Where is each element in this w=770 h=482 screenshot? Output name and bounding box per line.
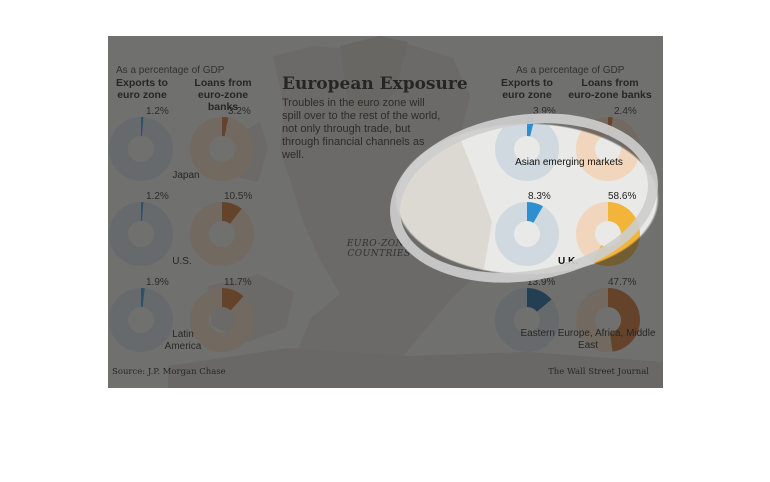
pct-label: 3.2%	[228, 106, 251, 117]
exports-2-donut	[109, 288, 173, 352]
pct-label: 2.4%	[614, 106, 637, 117]
pct-label: 47.7%	[608, 277, 637, 288]
loans-1-donut	[190, 202, 254, 266]
exports-column-header-left: Exports to euro zone	[116, 77, 168, 101]
chart-figure: As a percentage of GDP As a percentage o…	[108, 36, 663, 388]
region-label-japan: Japan	[172, 170, 200, 181]
credit-note: The Wall Street Journal	[548, 367, 649, 377]
region-label-asian-emerging-markets: Asian emerging markets	[515, 157, 623, 168]
region-label-latin-america: Latin America	[164, 329, 202, 352]
exports-column-header-right: Exports to euro zone	[501, 77, 553, 101]
loans-0-donut	[190, 117, 254, 181]
pct-label: 1.2%	[146, 191, 169, 202]
chart-subtitle: Troubles in the euro zone will spill ove…	[282, 97, 441, 161]
pct-label: 1.9%	[146, 277, 169, 288]
pct-label: 58.6%	[608, 191, 637, 202]
region-label-us: U.S.	[172, 256, 192, 267]
unit-note-left: As a percentage of GDP	[116, 65, 225, 76]
region-label-eastern-europe-africa-middle-east: Eastern Europe, Africa, Middle East	[520, 328, 656, 351]
pct-label: 11.7%	[224, 277, 252, 288]
region-label-uk: U.K.	[558, 256, 578, 267]
loans-2-donut	[190, 288, 254, 352]
loans-column-header-right: Loans from euro-zone banks	[568, 77, 652, 101]
unit-note-right: As a percentage of GDP	[516, 65, 625, 76]
exports-4-donut	[495, 202, 559, 266]
chart-title: European Exposure	[282, 74, 468, 94]
pct-label: 13.9%	[527, 277, 556, 288]
pct-label: 1.2%	[146, 106, 169, 117]
pct-label: 10.5%	[224, 191, 253, 202]
map-label-euro-zone: EURO-ZONE COUNTRIES	[346, 239, 412, 259]
exports-0-donut	[109, 117, 173, 181]
pct-label: 3.9%	[533, 106, 556, 117]
exports-1-donut	[109, 202, 173, 266]
source-note: Source: J.P. Morgan Chase	[112, 367, 226, 377]
pct-label: 8.3%	[528, 191, 551, 202]
